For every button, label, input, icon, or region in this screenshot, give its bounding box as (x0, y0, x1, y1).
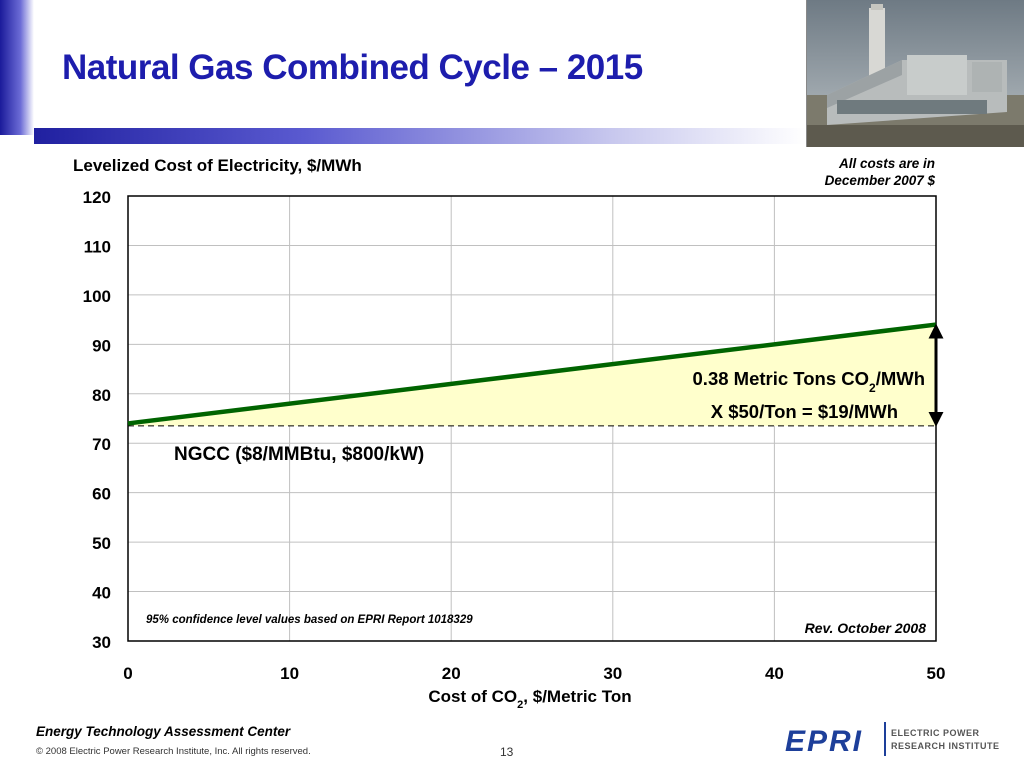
y-tick-label: 70 (92, 435, 111, 454)
y-tick-label: 50 (92, 534, 111, 553)
y-tick-label: 110 (84, 237, 111, 256)
x-tick-label: 10 (280, 664, 299, 683)
x-tick-label: 0 (123, 664, 132, 683)
x-tick-label: 50 (927, 664, 946, 683)
y-tick-label: 80 (92, 386, 111, 405)
y-axis-title: Levelized Cost of Electricity, $/MWh (73, 156, 362, 175)
footer-center-name: Energy Technology Assessment Center (36, 724, 291, 739)
epri-logo: EPRI ELECTRIC POWER RESEARCH INSTITUTE (785, 720, 1005, 760)
copyright-text: © 2008 Electric Power Research Institute… (36, 746, 311, 757)
series-line-ngcc (127, 322, 937, 426)
revision-note: Rev. October 2008 (805, 620, 927, 636)
x-axis-title-unit: , $/Metric Ton (523, 687, 631, 706)
x-axis-title-text: Cost of CO (428, 687, 517, 706)
title-divider (34, 128, 806, 144)
page-number: 13 (500, 745, 514, 759)
emission-annotation: 0.38 Metric Tons CO2/MWh (693, 368, 925, 395)
logo-wordmark: EPRI (785, 725, 863, 758)
cost-note-line2: December 2007 $ (824, 173, 935, 188)
slide-title: Natural Gas Combined Cycle – 2015 (62, 48, 643, 87)
x-tick-label: 40 (765, 664, 784, 683)
emission-subscript: 2 (869, 381, 876, 395)
y-tick-label: 60 (92, 485, 111, 504)
y-tick-label: 120 (83, 188, 111, 207)
series-label: NGCC ($8/MMBtu, $800/kW) (174, 444, 424, 465)
x-axis-title-subscript: 2 (517, 699, 523, 711)
left-accent-bar (0, 0, 34, 135)
cost-note-line1: All costs are in (838, 156, 935, 171)
x-tick-label: 20 (442, 664, 461, 683)
y-tick-label: 100 (83, 287, 111, 306)
y-tick-label: 90 (92, 336, 111, 355)
x-axis-title: Cost of CO2, $/Metric Ton (428, 687, 631, 711)
logo-line2: RESEARCH INSTITUTE (891, 741, 1000, 751)
emission-unit: /MWh (876, 368, 925, 389)
y-tick-label: 40 (92, 584, 111, 603)
cost-basis-note: All costs are in December 2007 $ (825, 155, 935, 189)
logo-line1: ELECTRIC POWER (891, 728, 980, 738)
power-plant-photo (806, 0, 1024, 147)
x-tick-label: 30 (603, 664, 622, 683)
confidence-note: 95% confidence level values based on EPR… (146, 614, 473, 626)
carbon-cost-annotation: X $50/Ton = $19/MWh (711, 401, 898, 422)
emission-text: 0.38 Metric Tons CO (693, 368, 869, 389)
y-tick-label: 30 (92, 633, 111, 652)
